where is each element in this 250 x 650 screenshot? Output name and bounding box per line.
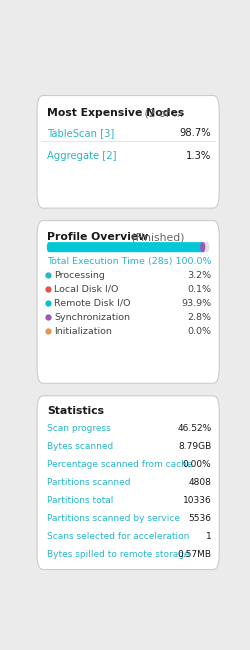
Text: Scan progress: Scan progress <box>47 424 110 434</box>
Text: Partitions scanned by service: Partitions scanned by service <box>47 514 180 523</box>
Text: 3.2%: 3.2% <box>187 270 212 280</box>
Text: Percentage scanned from cache: Percentage scanned from cache <box>47 460 192 469</box>
Text: Initialization: Initialization <box>54 327 112 336</box>
Text: Total Execution Time: Total Execution Time <box>47 257 144 266</box>
Text: 0.00%: 0.00% <box>183 460 212 469</box>
Text: 2.8%: 2.8% <box>188 313 212 322</box>
FancyBboxPatch shape <box>47 242 210 252</box>
Text: (Finished): (Finished) <box>128 232 184 242</box>
Text: Processing: Processing <box>54 270 105 280</box>
Text: 10336: 10336 <box>183 497 212 506</box>
Text: TableScan [3]: TableScan [3] <box>47 128 114 138</box>
Text: Partitions scanned: Partitions scanned <box>47 478 130 488</box>
Text: Aggregate [2]: Aggregate [2] <box>47 151 116 161</box>
Text: Remote Disk I/O: Remote Disk I/O <box>54 299 130 307</box>
FancyBboxPatch shape <box>200 242 205 252</box>
Text: Bytes spilled to remote storage: Bytes spilled to remote storage <box>47 551 190 560</box>
Text: Local Disk I/O: Local Disk I/O <box>54 285 118 294</box>
Text: 1: 1 <box>206 532 212 541</box>
FancyBboxPatch shape <box>37 96 219 208</box>
Text: 1.3%: 1.3% <box>186 151 212 161</box>
Text: Bytes scanned: Bytes scanned <box>47 443 113 451</box>
Text: 8.79GB: 8.79GB <box>178 443 212 451</box>
Text: 5536: 5536 <box>188 514 212 523</box>
Text: (28s) 100.0%: (28s) 100.0% <box>148 257 212 266</box>
Text: 93.9%: 93.9% <box>181 299 212 307</box>
Text: 4808: 4808 <box>188 478 212 488</box>
Text: (2 of ...: (2 of ... <box>141 108 183 118</box>
Text: Partitions total: Partitions total <box>47 497 113 506</box>
FancyBboxPatch shape <box>47 242 204 252</box>
Text: Statistics: Statistics <box>47 406 104 416</box>
Text: 0.0%: 0.0% <box>188 327 212 336</box>
Text: 0.57MB: 0.57MB <box>178 551 212 560</box>
Text: Synchronization: Synchronization <box>54 313 130 322</box>
Text: 46.52%: 46.52% <box>177 424 212 434</box>
Text: 0.1%: 0.1% <box>188 285 212 294</box>
Text: Most Expensive Nodes: Most Expensive Nodes <box>47 108 184 118</box>
FancyBboxPatch shape <box>37 396 219 569</box>
Text: Profile Overview: Profile Overview <box>47 232 148 242</box>
Text: 98.7%: 98.7% <box>180 128 212 138</box>
FancyBboxPatch shape <box>37 220 219 384</box>
Text: Scans selected for acceleration: Scans selected for acceleration <box>47 532 189 541</box>
